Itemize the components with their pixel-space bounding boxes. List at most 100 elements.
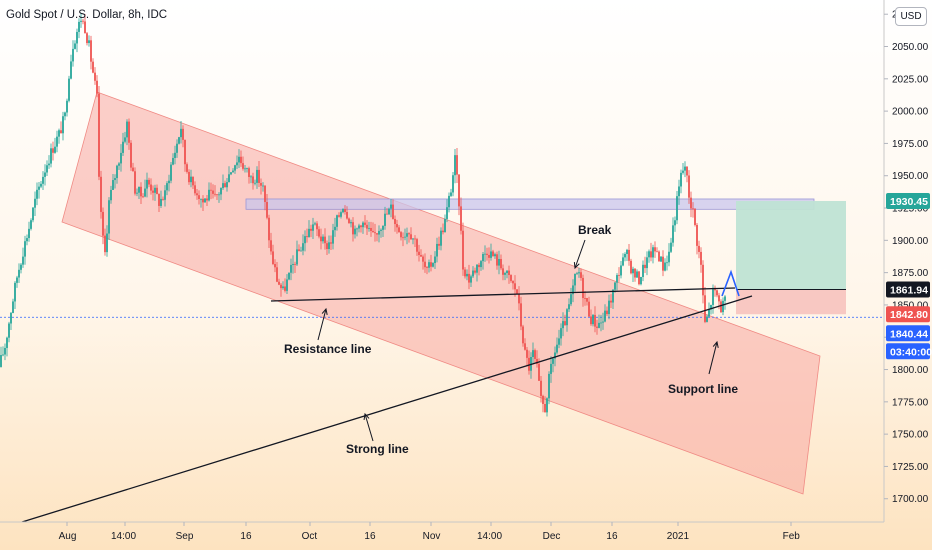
candle-body <box>700 251 702 265</box>
candle-body <box>616 275 618 283</box>
candle-body <box>620 265 622 276</box>
candle-body <box>460 206 462 231</box>
candle-body <box>584 298 586 299</box>
candle-body <box>502 268 504 275</box>
candle-body <box>28 228 30 239</box>
x-tick-label: 2021 <box>667 531 690 542</box>
price-tag-bid-box <box>886 325 930 342</box>
target-zone <box>736 200 846 290</box>
candle-body <box>444 218 446 233</box>
time-axis[interactable]: Aug 14:00 Sep 16 Oct 16 Nov 14:00 Dec 16 2021 Feb <box>59 522 801 542</box>
candle-body <box>108 200 110 234</box>
candle-body <box>302 243 304 251</box>
candle-body <box>696 224 698 246</box>
candle-body <box>652 247 654 258</box>
candle-body <box>272 251 274 265</box>
candle-body <box>344 209 346 213</box>
candle-body <box>640 276 642 285</box>
candle-body <box>688 175 690 198</box>
candle-body <box>174 152 176 158</box>
candle-body <box>414 238 416 240</box>
candle-body <box>676 196 678 221</box>
candle-body <box>604 310 606 322</box>
candle-body <box>216 194 218 196</box>
candle-body <box>172 157 174 165</box>
candle-body <box>214 193 216 195</box>
candle-body <box>638 271 640 285</box>
candle-body <box>350 222 352 224</box>
candle-body <box>348 218 350 224</box>
candle-body <box>474 270 476 273</box>
candle-body <box>40 183 42 187</box>
candle-body <box>328 242 330 250</box>
candle-body <box>288 272 290 280</box>
x-tick-label: Aug <box>59 531 77 542</box>
candle-body <box>708 309 710 317</box>
candle-body <box>176 143 178 153</box>
candle-body <box>698 245 700 252</box>
candle-body <box>16 277 18 283</box>
candle-body <box>146 179 148 189</box>
candle-body <box>110 189 112 201</box>
candle-body <box>326 243 328 250</box>
candle-body <box>252 176 254 184</box>
candle-body <box>78 21 80 32</box>
candle-body <box>168 180 170 184</box>
chart-title: Gold Spot / U.S. Dollar, 8h, IDC <box>6 9 168 21</box>
candle-body <box>182 128 184 140</box>
candle-body <box>382 225 384 230</box>
candle-body <box>66 100 68 113</box>
candle-body <box>318 229 320 237</box>
candle-body <box>492 251 494 257</box>
candle-body <box>560 328 562 339</box>
candle-body <box>204 198 206 203</box>
candle-body <box>18 269 20 278</box>
candle-body <box>148 179 150 185</box>
candle-body <box>266 202 268 218</box>
candle-body <box>36 189 38 199</box>
candle-body <box>278 281 280 285</box>
candle-body <box>62 116 64 134</box>
candle-body <box>518 293 520 304</box>
candle-body <box>114 178 116 181</box>
candle-body <box>424 261 426 268</box>
candle-body <box>566 309 568 326</box>
candle-body <box>644 264 646 269</box>
candle-body <box>362 222 364 228</box>
candle-body <box>658 251 660 262</box>
x-tick-label: 14:00 <box>477 531 502 542</box>
y-tick-label: 1875.00 <box>892 268 929 279</box>
candle-body <box>484 253 486 255</box>
candle-body <box>510 275 512 281</box>
candle-body <box>100 176 102 212</box>
candle-body <box>104 235 106 253</box>
candle-body <box>634 268 636 278</box>
candle-body <box>490 251 492 258</box>
candle-body <box>468 273 470 283</box>
currency-button[interactable]: USD <box>895 7 927 26</box>
candle-body <box>126 121 128 138</box>
candle-body <box>636 271 638 278</box>
candle-body <box>202 198 204 203</box>
candle-body <box>240 156 242 164</box>
candle-body <box>364 222 366 225</box>
candle-body <box>290 264 292 273</box>
price-tag-target: 1930.45 <box>890 196 928 208</box>
candle-body <box>678 186 680 197</box>
candle-body <box>592 314 594 325</box>
x-tick-label: Dec <box>543 531 561 542</box>
candle-body <box>664 262 666 271</box>
candle-body <box>554 352 556 359</box>
candle-body <box>606 310 608 315</box>
y-tick-label: 1925.00 <box>892 204 929 215</box>
x-tick-label: Feb <box>783 531 801 542</box>
price-tag-current-box <box>886 306 930 323</box>
candle-body <box>322 236 324 242</box>
annotation-strong-line-arrow <box>364 413 374 442</box>
resistance-line <box>270 287 736 302</box>
candle-body <box>452 175 454 193</box>
candle-body <box>14 282 16 302</box>
x-tick-label: 16 <box>364 531 376 542</box>
